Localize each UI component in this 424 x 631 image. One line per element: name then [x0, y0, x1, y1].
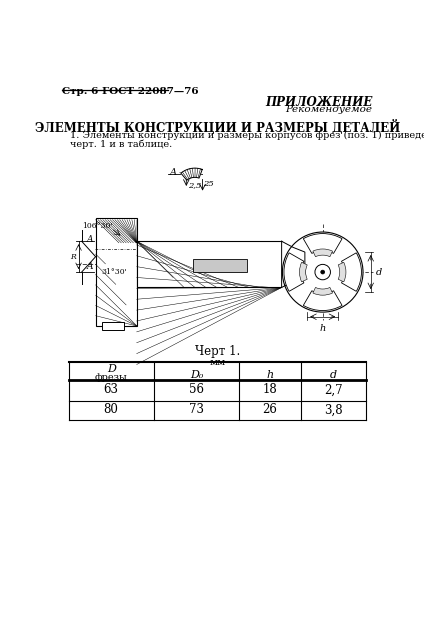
- Bar: [137, 241, 282, 288]
- Text: Черт 1.: Черт 1.: [195, 345, 240, 358]
- Circle shape: [315, 264, 330, 280]
- Text: мм: мм: [209, 358, 226, 367]
- Text: 25: 25: [203, 180, 213, 187]
- Text: 56: 56: [189, 384, 204, 396]
- Text: 2,5: 2,5: [188, 181, 201, 189]
- Text: Стр. 6 ГОСТ 22087—76: Стр. 6 ГОСТ 22087—76: [62, 86, 199, 95]
- Wedge shape: [284, 253, 304, 292]
- Text: R: R: [70, 252, 76, 261]
- Text: h: h: [266, 370, 273, 380]
- Text: A: A: [87, 262, 93, 271]
- Text: A — A: A — A: [170, 168, 200, 177]
- Text: d: d: [375, 268, 382, 276]
- Wedge shape: [303, 233, 342, 254]
- Text: фрезы: фрезы: [95, 373, 128, 382]
- Text: 3,8: 3,8: [324, 403, 343, 416]
- Text: D: D: [107, 365, 116, 374]
- Circle shape: [321, 270, 325, 274]
- Text: 18: 18: [262, 384, 277, 396]
- Wedge shape: [299, 262, 307, 282]
- Bar: [96, 218, 137, 326]
- Text: 26: 26: [262, 403, 277, 416]
- Text: d: d: [330, 370, 337, 380]
- Text: Рекомендуемое: Рекомендуемое: [285, 105, 372, 114]
- Text: 31°30': 31°30': [101, 268, 127, 276]
- Text: 1. Элементы конструкции и размеры корпусов фрез (поз. 1) приведены на: 1. Элементы конструкции и размеры корпус…: [70, 131, 424, 140]
- Wedge shape: [313, 288, 332, 295]
- Polygon shape: [181, 168, 202, 180]
- Text: ПРИЛОЖЕНИЕ: ПРИЛОЖЕНИЕ: [265, 96, 372, 109]
- Text: ЭЛЕМЕНТЫ КОНСТРУКЦИИ И РАЗМЕРЫ ДЕТАЛЕЙ: ЭЛЕМЕНТЫ КОНСТРУКЦИИ И РАЗМЕРЫ ДЕТАЛЕЙ: [35, 120, 400, 134]
- Text: 80: 80: [104, 403, 119, 416]
- Wedge shape: [303, 291, 342, 310]
- Text: 106°30': 106°30': [82, 222, 113, 230]
- Bar: [192, 259, 247, 272]
- Text: 73: 73: [189, 403, 204, 416]
- Polygon shape: [282, 241, 305, 288]
- Text: 2,7: 2,7: [324, 384, 343, 396]
- Wedge shape: [341, 253, 361, 292]
- Circle shape: [282, 232, 363, 312]
- Text: черт. 1 и в таблице.: черт. 1 и в таблице.: [70, 139, 172, 149]
- Text: 63: 63: [103, 384, 119, 396]
- Wedge shape: [313, 249, 332, 257]
- Text: h: h: [320, 324, 326, 333]
- Text: A: A: [87, 235, 93, 244]
- Text: D₀: D₀: [190, 370, 203, 380]
- Bar: [102, 322, 123, 330]
- Wedge shape: [338, 262, 346, 282]
